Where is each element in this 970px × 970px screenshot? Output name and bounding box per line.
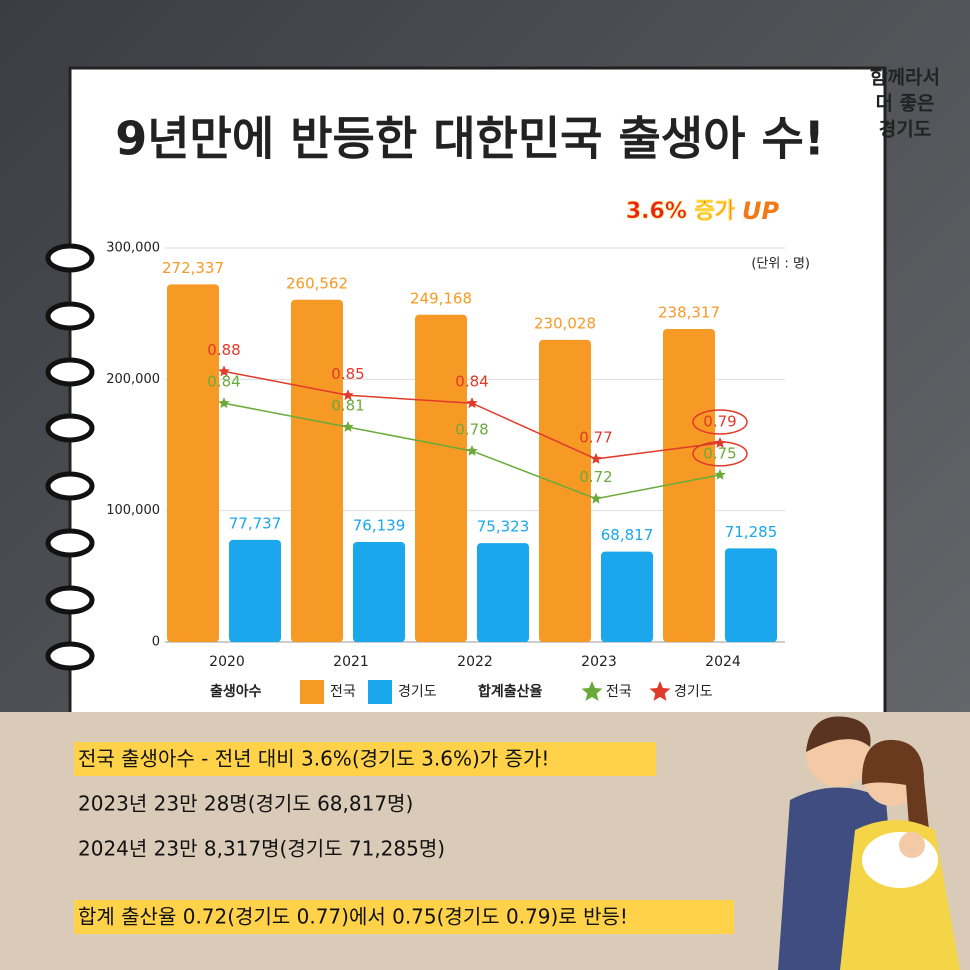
bar (291, 299, 343, 642)
bar (663, 329, 715, 642)
legend-label: 전국 (606, 684, 632, 700)
bar (415, 314, 467, 642)
x-tick-label: 2024 (705, 654, 741, 670)
bar (477, 543, 529, 642)
bar-value-label: 230,028 (534, 314, 596, 332)
line-value-label: 0.88 (207, 341, 240, 359)
bar (725, 548, 777, 642)
line-point (714, 468, 726, 480)
bar (229, 539, 281, 642)
line-point (714, 437, 726, 448)
y-tick-label: 200,000 (106, 372, 160, 387)
bar (601, 551, 653, 642)
bar-value-label: 68,817 (601, 526, 654, 544)
legend-swatch (300, 680, 324, 704)
badge-up: UP (742, 197, 779, 225)
line-point (466, 397, 478, 409)
logo-line: 함께라서 (870, 67, 940, 89)
legend-label: 경기도 (674, 684, 713, 700)
legend-title: 합계출산율 (478, 683, 543, 700)
legend-swatch (368, 680, 392, 704)
line-point (342, 389, 354, 401)
line-value-label: 0.78 (455, 420, 488, 438)
line-value-label: 0.72 (579, 468, 612, 486)
logo-line: 경기도 (879, 119, 931, 141)
line-value-label: 0.79 (703, 413, 736, 431)
note: 2024년 23만 8,317명(경기도 71,285명) (78, 837, 445, 861)
line-point (218, 365, 230, 377)
illustration (778, 716, 960, 970)
highlight (74, 900, 734, 934)
legend-swatch (649, 681, 671, 701)
bar-value-label: 238,317 (658, 304, 720, 322)
logo-line: 더 좋은 (875, 93, 934, 115)
line-value-label: 0.75 (703, 444, 736, 462)
line-value-label: 0.77 (579, 428, 612, 446)
line-point (218, 397, 230, 409)
bar (539, 339, 591, 642)
unit: (단위 : 명) (751, 257, 810, 272)
y-tick-label: 0 (152, 635, 160, 650)
note: 합계 출산율 0.72(경기도 0.77)에서 0.75(경기도 0.79)로 … (78, 905, 628, 929)
bar-value-label: 249,168 (410, 289, 472, 307)
highlight-circle (692, 409, 748, 435)
x-tick-label: 2021 (333, 654, 369, 670)
note: 전국 출생아수 - 전년 대비 3.6%(경기도 3.6%)가 증가! (78, 747, 549, 771)
bar-value-label: 75,323 (477, 518, 530, 536)
line-value-label: 0.85 (331, 365, 364, 383)
line-value-label: 0.81 (331, 397, 364, 415)
note: 2023년 23만 28명(경기도 68,817명) (78, 792, 413, 816)
bar-value-label: 76,139 (353, 517, 406, 535)
x-tick-label: 2023 (581, 654, 617, 670)
highlight (74, 742, 656, 776)
bar-value-label: 272,337 (162, 259, 224, 277)
binder-rings (45, 243, 95, 671)
line-value-label: 0.84 (207, 373, 240, 391)
legend-swatch (581, 681, 603, 701)
x-tick-label: 2020 (209, 654, 245, 670)
line-value-label: 0.84 (455, 373, 488, 391)
legend-title: 출생아수 (210, 683, 262, 700)
badge: 3.6% 증가 (626, 199, 735, 224)
y-tick-label: 300,000 (106, 241, 160, 256)
x-tick-label: 2022 (457, 654, 493, 670)
title: 9년만에 반등한 대한민국 출생아 수! (115, 112, 825, 166)
line-point (590, 452, 602, 464)
line-point (342, 421, 354, 432)
line-point (466, 445, 478, 456)
bar-value-label: 71,285 (725, 523, 778, 541)
legend-label: 경기도 (398, 684, 437, 700)
legend-label: 전국 (330, 684, 356, 700)
bar-value-label: 77,737 (229, 514, 282, 532)
bar-value-label: 260,562 (286, 274, 348, 292)
bar (167, 284, 219, 642)
bar (353, 542, 405, 642)
line-point (590, 492, 602, 504)
y-tick-label: 100,000 (106, 503, 160, 518)
